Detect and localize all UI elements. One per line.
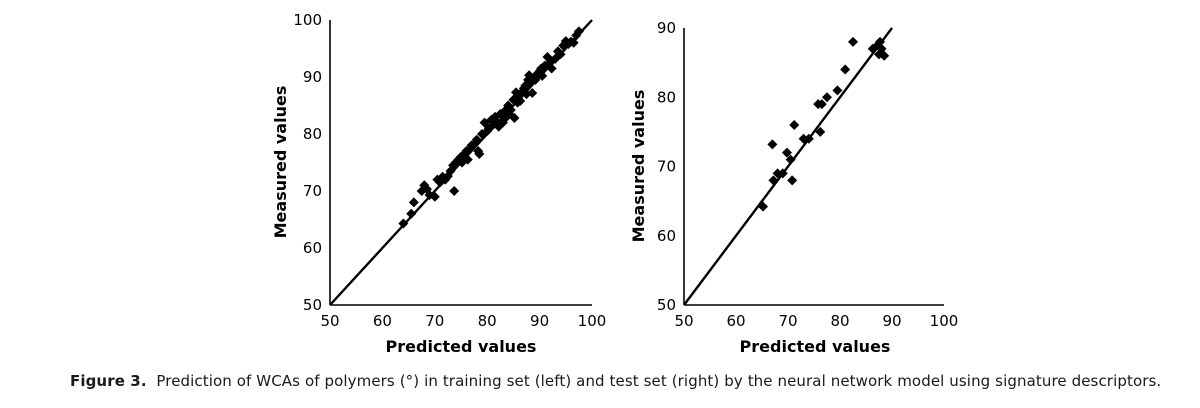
x-axis-title: Predicted values bbox=[386, 337, 537, 356]
data-point bbox=[449, 186, 460, 196]
data-point bbox=[798, 133, 809, 144]
x-tick-label: 90 bbox=[882, 312, 901, 330]
data-point bbox=[840, 64, 851, 75]
data-point bbox=[471, 134, 482, 145]
figure-caption-text: Prediction of WCAs of polymers (°) in tr… bbox=[156, 372, 1162, 390]
data-point bbox=[568, 37, 579, 48]
data-point bbox=[815, 126, 826, 137]
data-point bbox=[777, 168, 788, 179]
figure-caption-label: Figure 3. bbox=[70, 372, 147, 390]
data-point bbox=[768, 175, 779, 186]
data-point bbox=[772, 168, 783, 179]
data-point bbox=[406, 208, 417, 219]
data-point bbox=[515, 95, 526, 106]
y-tick-label: 70 bbox=[303, 182, 322, 200]
data-point bbox=[505, 105, 516, 116]
y-tick-label: 60 bbox=[303, 239, 322, 257]
y-axis-title: Measured values bbox=[629, 90, 648, 243]
y-tick-label: 90 bbox=[657, 19, 676, 37]
figure-caption: Figure 3. Prediction of WCAs of polymers… bbox=[70, 372, 1180, 390]
data-point bbox=[785, 154, 796, 165]
data-point bbox=[781, 147, 792, 158]
y-tick-label: 90 bbox=[303, 68, 322, 86]
x-tick-label: 100 bbox=[930, 312, 959, 330]
data-point bbox=[429, 191, 440, 202]
data-point bbox=[803, 133, 814, 144]
data-point bbox=[474, 148, 485, 159]
data-point bbox=[767, 139, 778, 150]
data-point bbox=[832, 85, 843, 96]
data-point bbox=[546, 63, 557, 74]
data-point bbox=[527, 87, 538, 98]
data-point bbox=[408, 197, 419, 208]
x-tick-label: 60 bbox=[373, 312, 392, 330]
y-tick-label: 60 bbox=[657, 227, 676, 245]
data-point bbox=[758, 201, 769, 212]
data-point bbox=[822, 92, 832, 103]
data-point bbox=[848, 36, 858, 47]
data-point bbox=[879, 50, 890, 61]
y-tick-label: 80 bbox=[303, 125, 322, 143]
data-point bbox=[555, 49, 566, 60]
y-tick-label: 50 bbox=[657, 296, 676, 314]
x-tick-label: 50 bbox=[674, 312, 693, 330]
x-axis-title: Predicted values bbox=[740, 337, 891, 356]
data-point bbox=[398, 218, 409, 229]
x-tick-label: 80 bbox=[830, 312, 849, 330]
y-axis-title: Measured values bbox=[271, 86, 290, 239]
data-point bbox=[537, 70, 548, 81]
training-set-chart: 50 60 70 80 90 100 50 60 70 80 90 100 Predicted valu… bbox=[271, 11, 606, 356]
y-tick-label: 80 bbox=[657, 88, 676, 106]
data-point bbox=[816, 99, 827, 110]
x-tick-label: 50 bbox=[320, 312, 339, 330]
data-point bbox=[875, 36, 886, 47]
fit-line bbox=[683, 27, 893, 306]
data-point bbox=[789, 119, 800, 130]
x-tick-label: 90 bbox=[530, 312, 549, 330]
y-tick-label: 100 bbox=[293, 11, 322, 29]
x-tick-label: 80 bbox=[478, 312, 497, 330]
x-tick-label: 60 bbox=[726, 312, 745, 330]
y-tick-label: 50 bbox=[303, 296, 322, 314]
data-point bbox=[509, 113, 520, 124]
data-point bbox=[536, 63, 547, 74]
data-point bbox=[787, 175, 798, 186]
data-point bbox=[573, 26, 584, 37]
y-tick-label: 70 bbox=[657, 158, 676, 176]
x-tick-label: 70 bbox=[425, 312, 444, 330]
data-point bbox=[462, 154, 473, 165]
x-tick-label: 70 bbox=[778, 312, 797, 330]
test-set-chart: 50 60 70 80 90 100 50 60 70 80 90 Predicted values M… bbox=[629, 19, 958, 356]
x-tick-label: 100 bbox=[578, 312, 607, 330]
